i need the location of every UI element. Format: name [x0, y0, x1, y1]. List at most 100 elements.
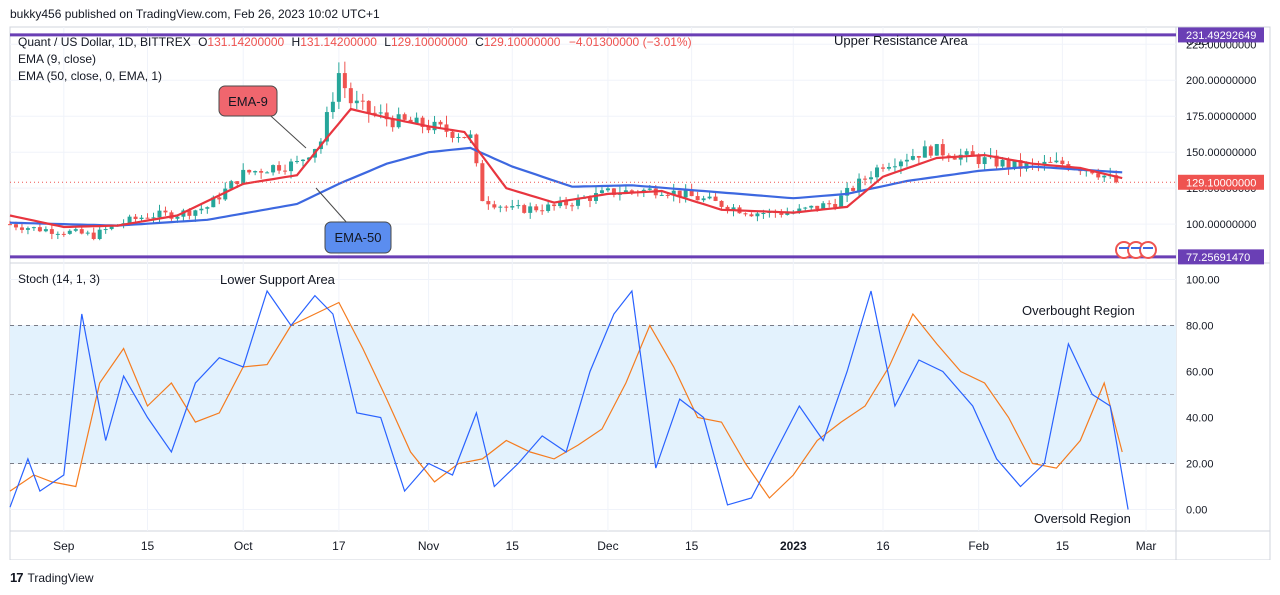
candle: [1054, 152, 1059, 164]
candle: [916, 155, 921, 164]
time-tick: 16: [876, 539, 890, 553]
chart-border: [9, 26, 1271, 560]
candle: [922, 140, 927, 158]
ema9-callout-text: EMA-9: [228, 94, 268, 109]
candle: [139, 215, 144, 221]
candle: [145, 213, 150, 219]
candle: [504, 205, 509, 212]
candle: [456, 133, 461, 143]
candle: [869, 171, 874, 184]
time-tick: Mar: [1136, 539, 1157, 553]
legend-high: 131.14200000: [300, 35, 377, 49]
candle: [229, 179, 234, 189]
stoch-axis[interactable]: 100.00 80.00 60.00 40.00 20.00 0.00: [1186, 275, 1220, 517]
candle: [360, 93, 365, 110]
ema50-callout-text: EMA-50: [335, 230, 382, 245]
candle: [462, 136, 467, 139]
candle: [247, 169, 252, 175]
legend-ema50[interactable]: EMA (50, close, 0, EMA, 1): [18, 69, 162, 83]
candle: [695, 191, 700, 201]
time-axis[interactable]: Sep 15 Oct 17 Nov 15 Dec 15 2023 16 Feb 15 Mar: [53, 539, 1156, 553]
stoch-tick: 100.00: [1186, 275, 1220, 287]
resistance-price-text: 231.49292649: [1186, 30, 1256, 42]
candle: [892, 158, 897, 172]
candle: [934, 143, 939, 156]
candle: [839, 190, 844, 208]
legend-close: 129.10000000: [484, 35, 561, 49]
candle: [61, 231, 66, 237]
candle: [755, 211, 760, 222]
time-tick: Sep: [53, 539, 75, 553]
price-tick: 100.00000000: [1186, 219, 1256, 231]
oversold-label: Oversold Region: [1034, 511, 1131, 526]
flag-icons[interactable]: [1115, 241, 1157, 259]
candle: [599, 187, 604, 194]
candle: [25, 226, 30, 235]
legend-low: 129.10000000: [391, 35, 468, 49]
candle: [821, 201, 826, 210]
candle: [886, 162, 891, 171]
candle: [904, 153, 909, 167]
candle: [576, 194, 581, 210]
candle: [863, 175, 868, 186]
time-tick: 15: [141, 539, 155, 553]
candle: [432, 115, 437, 134]
overbought-label: Overbought Region: [1022, 303, 1135, 318]
legend-ema9[interactable]: EMA (9, close): [18, 52, 96, 66]
support-price-text: 77.25691470: [1186, 252, 1250, 264]
candle: [671, 183, 676, 202]
candle: [486, 196, 491, 210]
candle: [713, 191, 718, 202]
candle: [719, 200, 724, 210]
candle: [348, 82, 353, 111]
resistance-price-tag: 231.49292649: [1178, 27, 1264, 43]
time-tick: 15: [506, 539, 520, 553]
tradingview-brand[interactable]: 17 TradingView: [10, 570, 94, 585]
candle: [570, 202, 575, 212]
candle: [928, 144, 933, 159]
candle: [564, 197, 569, 209]
stoch-tick: 40.00: [1186, 413, 1214, 425]
chart-canvas[interactable]: Quant / US Dollar, 1D, BITTREX O131.1420…: [0, 0, 1280, 560]
candle: [1048, 156, 1053, 163]
time-tick: Oct: [234, 539, 253, 553]
candle: [438, 120, 443, 128]
legend-open: 131.14200000: [207, 35, 284, 49]
candle: [994, 149, 999, 169]
candle: [85, 230, 90, 236]
candle: [779, 209, 784, 218]
price-axis[interactable]: 225.00000000200.00000000175.00000000150.…: [1186, 39, 1256, 231]
candle: [271, 164, 276, 176]
legend-symbol: Quant / US Dollar, 1D, BITTREX: [18, 35, 191, 49]
candle: [67, 229, 72, 235]
ema50-line: [9, 146, 1123, 227]
time-tick: 2023: [780, 539, 807, 553]
candle: [163, 206, 168, 216]
stoch-tick: 0.00: [1186, 505, 1207, 517]
candle: [366, 100, 371, 123]
legend-stoch[interactable]: Stoch (14, 1, 3): [18, 272, 100, 286]
time-tick: Feb: [968, 539, 989, 553]
candle: [283, 164, 288, 175]
candle: [546, 199, 551, 213]
candle: [1102, 175, 1107, 183]
legend-change: −4.01300000 (−3.01%): [569, 35, 692, 49]
candle: [354, 90, 359, 109]
candle: [265, 171, 270, 174]
candle: [880, 163, 885, 172]
candle: [414, 112, 419, 124]
legend-low-label: L: [384, 35, 391, 49]
candle: [749, 212, 754, 217]
candle: [857, 173, 862, 198]
candle: [295, 155, 300, 164]
candle: [552, 203, 557, 211]
ema9-callout: EMA-9: [218, 85, 307, 149]
stoch-tick: 20.00: [1186, 459, 1214, 471]
candle: [151, 212, 156, 224]
price-tick: 200.00000000: [1186, 75, 1256, 87]
upper-resistance-label: Upper Resistance Area: [834, 33, 968, 48]
candle: [49, 223, 54, 240]
candle: [31, 226, 36, 231]
last-price-tag: 129.10000000: [1178, 174, 1264, 190]
